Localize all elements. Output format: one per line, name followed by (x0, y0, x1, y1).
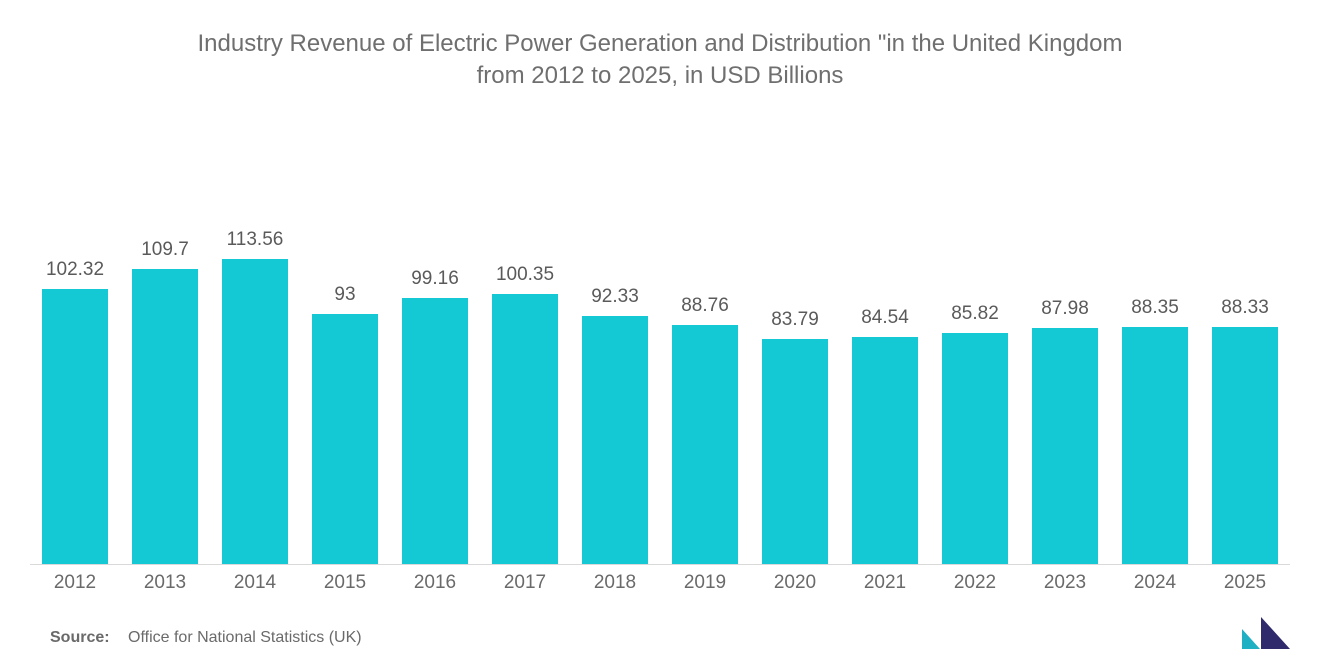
bar (132, 269, 198, 564)
bar (402, 298, 468, 564)
bar (762, 339, 828, 564)
bar-slot: 109.7 (120, 135, 210, 564)
source-footer: Source: Office for National Statistics (… (50, 629, 362, 647)
x-axis-labels: 2012201320142015201620172018201920202021… (30, 572, 1290, 594)
bar (852, 337, 918, 564)
x-axis-label: 2022 (930, 572, 1020, 594)
logo-shape-2 (1261, 617, 1290, 649)
bar-value-label: 99.16 (411, 268, 459, 290)
bar-slot: 93 (300, 135, 390, 564)
bar-slot: 87.98 (1020, 135, 1110, 564)
bar-value-label: 87.98 (1041, 298, 1089, 320)
bar-slot: 84.54 (840, 135, 930, 564)
x-axis-label: 2021 (840, 572, 930, 594)
x-axis-label: 2014 (210, 572, 300, 594)
x-axis-label: 2017 (480, 572, 570, 594)
bar (222, 259, 288, 564)
bar-value-label: 93 (334, 284, 355, 306)
bar-value-label: 113.56 (227, 229, 284, 251)
bar-value-label: 88.33 (1221, 297, 1269, 319)
brand-logo (1238, 615, 1294, 651)
bar-slot: 100.35 (480, 135, 570, 564)
bar (42, 289, 108, 564)
bar (942, 333, 1008, 564)
chart-title-line1: Industry Revenue of Electric Power Gener… (120, 28, 1200, 60)
bar-slot: 83.79 (750, 135, 840, 564)
x-axis-label: 2023 (1020, 572, 1110, 594)
bar-value-label: 84.54 (861, 307, 909, 329)
bar-value-label: 83.79 (771, 309, 819, 331)
x-axis-label: 2012 (30, 572, 120, 594)
chart-title-line2: from 2012 to 2025, in USD Billions (120, 60, 1200, 92)
bar-slot: 85.82 (930, 135, 1020, 564)
logo-shape-1 (1242, 629, 1260, 649)
bar-value-label: 92.33 (591, 286, 639, 308)
bar-chart: 102.32 109.7 113.56 93 99.16 100.35 92.33 88.76… (30, 135, 1290, 565)
x-axis-label: 2019 (660, 572, 750, 594)
x-axis-label: 2024 (1110, 572, 1200, 594)
bar (672, 325, 738, 564)
bar (312, 314, 378, 564)
bar-value-label: 85.82 (951, 303, 999, 325)
bar (1212, 327, 1278, 564)
x-axis-label: 2016 (390, 572, 480, 594)
bar-slot: 99.16 (390, 135, 480, 564)
source-label: Source: (50, 629, 110, 646)
bar-slot: 102.32 (30, 135, 120, 564)
x-axis-label: 2013 (120, 572, 210, 594)
bar (582, 316, 648, 564)
bar (492, 294, 558, 564)
x-axis-label: 2018 (570, 572, 660, 594)
bar-value-label: 88.35 (1131, 297, 1179, 319)
x-axis-label: 2015 (300, 572, 390, 594)
bar-value-label: 100.35 (496, 264, 554, 286)
bar-slot: 88.76 (660, 135, 750, 564)
bar (1032, 328, 1098, 564)
x-axis-label: 2020 (750, 572, 840, 594)
chart-title: Industry Revenue of Electric Power Gener… (0, 0, 1320, 93)
bar-value-label: 109.7 (141, 239, 189, 261)
bar-slot: 113.56 (210, 135, 300, 564)
x-axis-label: 2025 (1200, 572, 1290, 594)
bar-slot: 88.33 (1200, 135, 1290, 564)
bar-slot: 88.35 (1110, 135, 1200, 564)
bar-value-label: 88.76 (681, 295, 729, 317)
bar (1122, 327, 1188, 564)
bar-slot: 92.33 (570, 135, 660, 564)
source-text: Office for National Statistics (UK) (128, 629, 362, 646)
bar-value-label: 102.32 (46, 259, 104, 281)
